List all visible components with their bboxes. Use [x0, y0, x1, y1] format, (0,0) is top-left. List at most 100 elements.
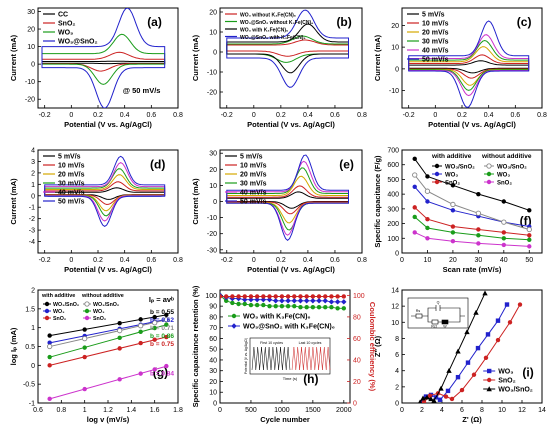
- y-tick-label: -20: [207, 231, 217, 238]
- x-tick-label: 0.4: [120, 112, 130, 119]
- data-point: [267, 303, 272, 309]
- x-tick-label: 2000: [336, 407, 352, 414]
- y-tick-label: -10: [389, 88, 399, 95]
- data-point: [279, 294, 285, 299]
- x-tick-label: 6: [460, 407, 464, 414]
- data-point: [425, 236, 430, 241]
- data-point: [47, 363, 52, 368]
- data-point: [47, 354, 52, 360]
- data-point: [412, 205, 417, 210]
- x-tick-label: 1000: [274, 407, 290, 414]
- y-tick-label: 1: [31, 182, 35, 189]
- data-point: [483, 355, 489, 360]
- data-point: [117, 320, 122, 326]
- x-tick-label: 1.6: [150, 407, 160, 414]
- plot-area: [226, 9, 349, 88]
- y-tick-label: 0: [31, 62, 35, 69]
- y2-tick-label: 40: [353, 357, 361, 364]
- y-tick-label: -1: [29, 401, 35, 408]
- data-point: [449, 396, 455, 402]
- x-tick-label: 1: [83, 407, 87, 414]
- data-point: [437, 397, 443, 402]
- data-point: [82, 354, 87, 360]
- data-point: [450, 183, 456, 188]
- legend-label: WO₃@SnO₂ with K₃Fe(CN)₆: [240, 35, 306, 41]
- data-point: [310, 294, 316, 299]
- x-tick-label: 0.6: [146, 257, 156, 264]
- legend-label: WO₃: [53, 309, 65, 315]
- data-point: [450, 208, 456, 213]
- data-point: [428, 396, 434, 402]
- legend: CC SnO₂ WO₃ WO₃@SnO₂: [43, 12, 98, 46]
- y-tick-label: 6: [395, 352, 399, 359]
- y-tick-label: -2: [29, 216, 35, 223]
- data-point: [267, 294, 272, 299]
- y-tick-label: -0.5: [23, 382, 35, 389]
- series-line: [414, 216, 530, 241]
- legend-label: SnO₂: [93, 316, 107, 322]
- x-tick-label: 0.6: [330, 257, 340, 264]
- inset-curve: [291, 346, 331, 371]
- x-tick-label: 0.4: [484, 112, 494, 119]
- x-tick-label: 0: [252, 112, 256, 119]
- b-value-label: b = 0.84: [150, 370, 174, 377]
- x-tick-label: 10: [424, 257, 432, 264]
- fit-line: [49, 324, 167, 358]
- y-tick-label: 20: [27, 27, 35, 34]
- y-tick-label: 0: [31, 363, 35, 370]
- fit-line: [49, 319, 167, 348]
- y-axis-label: Current (mA): [9, 34, 18, 81]
- y-tick-label: 30: [209, 151, 217, 158]
- x-tick-label: 0: [252, 257, 256, 264]
- panel-letter: (b): [336, 15, 351, 29]
- x-axis-label: Potential (V vs. Ag/AgCl): [64, 120, 152, 129]
- plot-frame: [219, 7, 363, 109]
- data-point: [412, 184, 417, 189]
- y-tick-label: 30: [209, 368, 217, 375]
- panel-letter: (i): [522, 365, 533, 379]
- chart-panel-d: -0.2 0 0.2 0.4 0.6 0.8 -4 -3 -2 -1 0 1 2 3 4 Potential …: [9, 148, 183, 275]
- legend-label: 5 mV/s: [58, 154, 81, 161]
- y2-tick-label: 20: [353, 379, 361, 386]
- data-point: [285, 303, 291, 309]
- data-point: [261, 294, 266, 299]
- legend-label: SnO₂: [497, 180, 512, 186]
- data-point: [431, 397, 437, 403]
- x-tick-label: 12: [518, 407, 526, 414]
- circuit-label: Rct: [431, 325, 436, 329]
- y-tick-label: 200: [387, 221, 399, 228]
- series-line: [226, 154, 349, 241]
- data-point: [138, 317, 143, 322]
- b-value-label: b = 0.75: [150, 341, 174, 348]
- y-tick-label: 70: [209, 325, 217, 332]
- legend-label: 50 mV/s: [240, 199, 267, 206]
- legend-label: 40 mV/s: [422, 48, 449, 55]
- legend: 5 mV/s 10 mV/s 20 mV/s 30 mV/s 40 mV/s 50 mV/…: [43, 154, 85, 206]
- y-tick-label: 80: [209, 314, 217, 321]
- data-point: [230, 300, 235, 306]
- data-point: [138, 329, 143, 335]
- data-point: [152, 337, 157, 342]
- data-point: [412, 230, 417, 235]
- data-point: [476, 227, 481, 232]
- circuit-rct: [431, 319, 439, 325]
- data-point: [254, 294, 260, 299]
- y-tick-label: 0: [395, 251, 399, 258]
- plot-frame: [37, 149, 179, 254]
- y-tick-label: 500: [387, 177, 399, 184]
- legend-title: without additive: [481, 153, 532, 160]
- x-tick-label: 1500: [305, 407, 321, 414]
- data-point: [117, 377, 122, 382]
- y-tick-label: -20: [207, 90, 217, 97]
- x-axis-label: Potential (V vs. Ag/AgCl): [247, 265, 335, 274]
- data-point: [164, 363, 169, 369]
- data-point: [473, 309, 479, 315]
- legend-label: WO₃/SnO₂: [497, 164, 527, 170]
- y-tick-label: 10: [391, 320, 399, 327]
- data-point: [501, 199, 507, 204]
- b-value-label: b = 0.86: [150, 333, 174, 340]
- data-point: [341, 294, 347, 299]
- legend-label: WO₃@SnO₂: [58, 39, 98, 46]
